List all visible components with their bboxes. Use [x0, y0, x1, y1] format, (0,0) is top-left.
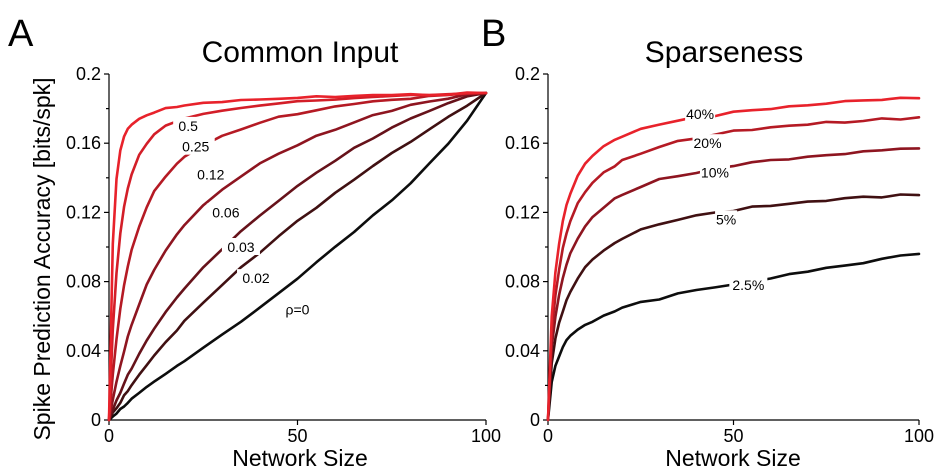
series-label-b-0: 40% — [686, 106, 714, 122]
y-tick-label-a: 0.08 — [66, 272, 101, 292]
x-tick-label-b: 50 — [723, 426, 743, 446]
chart-title-b: Sparseness — [645, 36, 803, 69]
y-tick-label-b: 0.2 — [515, 64, 540, 84]
x-tick-label-b: 0 — [543, 426, 553, 446]
y-tick-label-a: 0.2 — [76, 64, 101, 84]
series-label-b-4: 2.5% — [732, 277, 764, 293]
series-label-b-3: 5% — [716, 211, 736, 227]
series-label-bg-a — [221, 238, 260, 255]
plot-area-b: 40% 20% 10% 5% 2.5% — [546, 96, 921, 422]
series-line-a-0 — [107, 91, 488, 422]
series-label-bg-a — [176, 137, 215, 155]
series-label-a-3: 0.06 — [212, 204, 239, 220]
x-axis-label-a: Network Size — [232, 445, 367, 471]
y-axis-label: Spike Prediction Accuracy [bits/spk] — [29, 77, 55, 440]
series-line-b-0 — [546, 96, 921, 422]
series-label-a-2: 0.12 — [197, 166, 224, 182]
panel-letter-a: A — [8, 13, 34, 55]
series-label-b-1: 20% — [694, 135, 722, 151]
series-line-b-1 — [546, 116, 921, 422]
plot-area-a: 0.5 0.25 0.12 0.06 0.03 0.02 ρ=0 — [107, 91, 488, 422]
panel-letter-b: B — [481, 13, 506, 55]
y-tick-label-b: 0.08 — [505, 272, 540, 292]
series-label-a-0: 0.5 — [178, 118, 198, 134]
series-label-bg-a — [206, 203, 245, 221]
y-tick-label-a: 0 — [91, 410, 101, 430]
y-tick-label-b: 0.12 — [505, 202, 540, 222]
series-label-bg-a — [282, 300, 313, 318]
series-line-a-2 — [107, 91, 488, 422]
series-line-a-6 — [107, 91, 488, 422]
series-label-bg-b — [715, 210, 738, 228]
series-label-bg-b — [699, 163, 730, 181]
x-tick-label-a: 0 — [104, 426, 114, 446]
series-line-a-4 — [107, 91, 488, 422]
series-line-a-3 — [107, 91, 488, 422]
chart-title-a: Common Input — [202, 36, 399, 69]
series-line-b-3 — [546, 193, 921, 422]
series-label-a-4: 0.03 — [227, 239, 254, 255]
y-tick-label-a: 0.12 — [66, 202, 101, 222]
series-line-a-5 — [107, 91, 488, 422]
series-label-bg-a — [191, 165, 230, 183]
series-line-b-2 — [546, 147, 921, 422]
series-label-a-1: 0.25 — [182, 139, 209, 155]
y-tick-label-b: 0 — [530, 410, 540, 430]
series-line-a-1 — [107, 91, 488, 422]
series-label-b-2: 10% — [701, 165, 729, 181]
x-tick-label-b: 100 — [904, 426, 934, 446]
y-tick-label-b: 0.16 — [505, 133, 540, 153]
series-label-bg-a — [173, 116, 204, 134]
series-label-bg-b — [685, 104, 716, 122]
series-label-a-6: ρ=0 — [286, 301, 310, 317]
x-axis-label-b: Network Size — [665, 445, 800, 471]
y-tick-label-b: 0.04 — [505, 341, 540, 361]
y-tick-label-a: 0.16 — [66, 133, 101, 153]
axes-b: 0 0.04 0.08 0.12 0.16 0.2 0 50 100 — [505, 64, 934, 446]
series-label-a-5: 0.02 — [242, 270, 269, 286]
series-label-bg-b — [729, 276, 768, 294]
x-tick-label-a: 100 — [471, 426, 501, 446]
series-line-b-4 — [546, 252, 921, 422]
series-label-bg-a — [237, 269, 276, 287]
axes-a: 0 0.04 0.08 0.12 0.16 0.2 0 50 100 — [66, 64, 501, 446]
y-tick-label-a: 0.04 — [66, 341, 101, 361]
x-tick-label-a: 50 — [287, 426, 307, 446]
series-label-bg-b — [692, 134, 723, 152]
